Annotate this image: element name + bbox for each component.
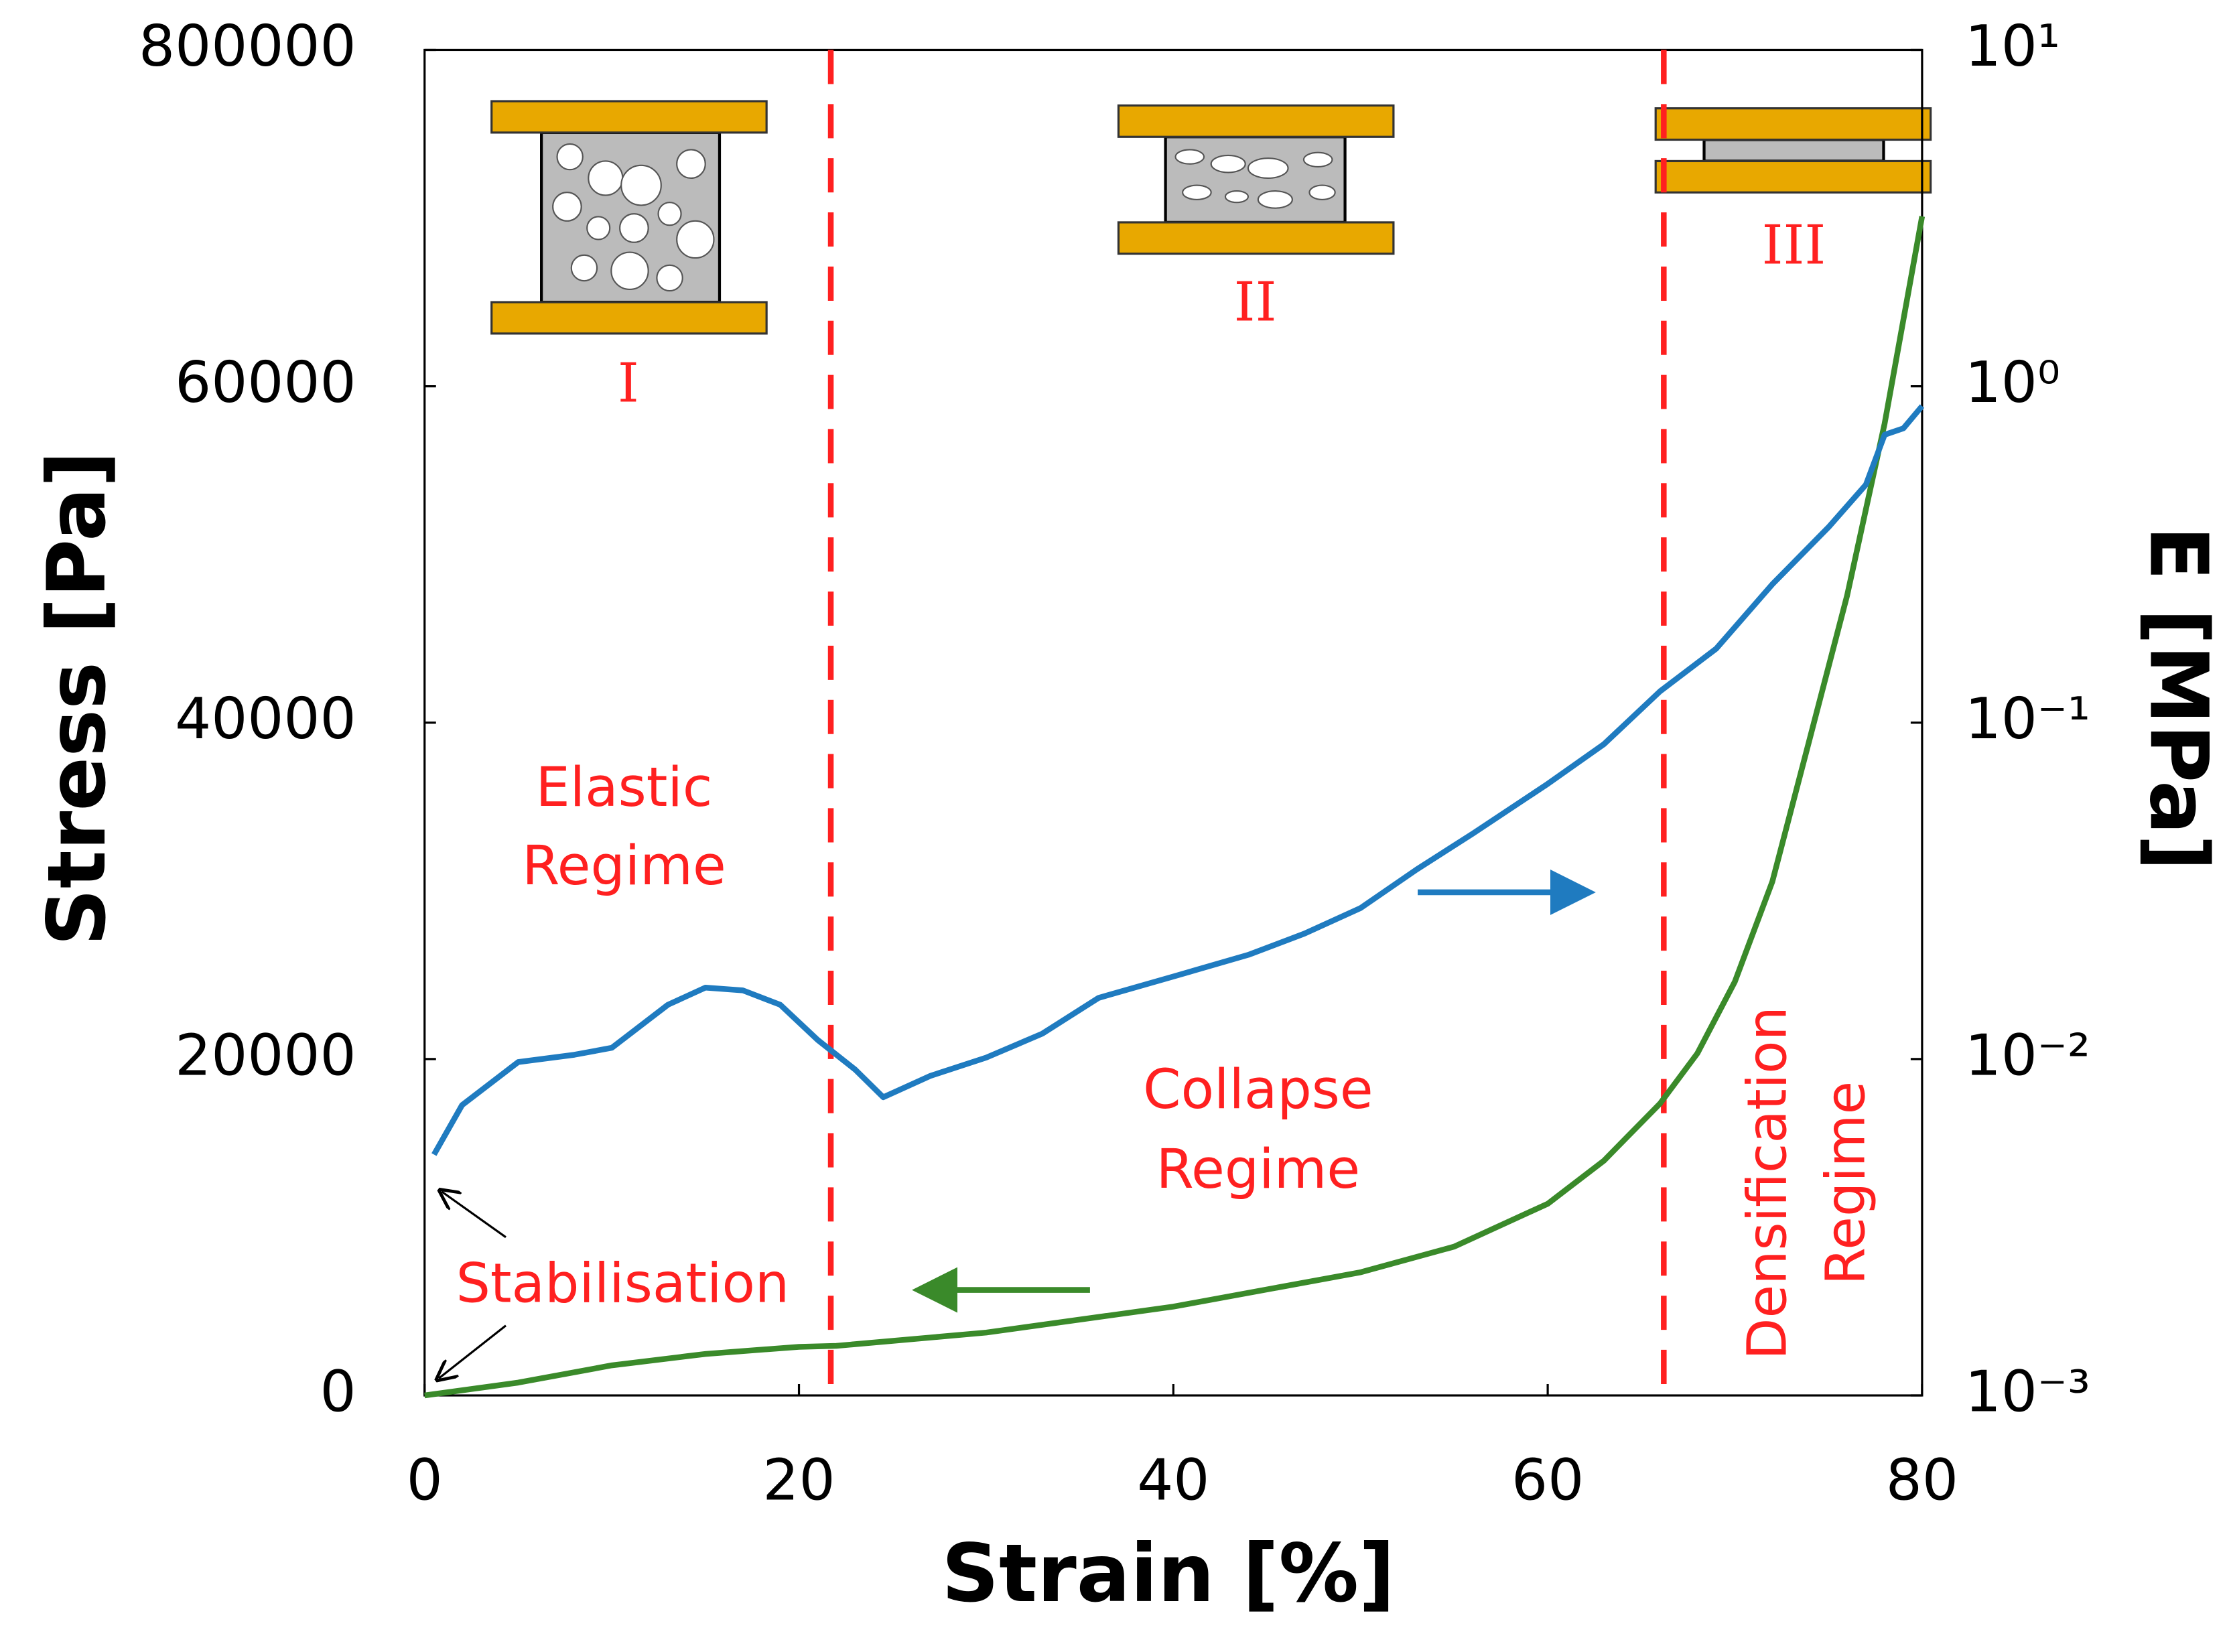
y-tick-label: 0 [320,1359,356,1425]
x-tick-label: 20 [762,1447,835,1513]
annotation: Regime [522,835,726,898]
series-line [431,404,1925,1156]
annotation: Densification [1736,1006,1799,1360]
y-tick-label: 800000 [139,13,356,80]
y-axis-title: Stress [Pa] [31,451,124,946]
pointer-arrow [442,1192,507,1239]
y2-tick-label: 10⁻² [1965,1022,2090,1089]
icon-stage-3 [1654,107,1932,194]
annotation: III [1762,214,1826,277]
icon-stage-1 [490,100,768,335]
x-axis-title: Strain [%] [941,1527,1395,1621]
annotation: Stabilisation [456,1252,790,1315]
icon-stage-2 [1117,104,1395,255]
annotation: Regime [1156,1138,1360,1201]
y-tick-label: 60000 [175,350,356,416]
annotation: Regime [1814,1081,1877,1286]
annotation: II [1234,271,1277,334]
annotation: Elastic [536,756,713,819]
series-line [424,216,1926,1399]
y-tick-label: 40000 [175,686,356,752]
pointer-arrow [439,1324,507,1379]
y-tick-label: 20000 [175,1022,356,1089]
y2-tick-label: 10⁻³ [1965,1359,2090,1425]
y2-tick-label: 10⁻¹ [1965,686,2090,752]
y2-tick-label: 10¹ [1965,13,2060,80]
x-tick-label: 80 [1886,1447,1958,1513]
y2-axis-title: E [MPa] [2131,526,2224,871]
annotation: Collapse [1143,1058,1373,1121]
x-tick-label: 60 [1511,1447,1584,1513]
x-tick-label: 40 [1137,1447,1209,1513]
y2-tick-label: 10⁰ [1965,350,2060,416]
annotation: I [618,352,639,415]
x-tick-label: 0 [407,1447,443,1513]
